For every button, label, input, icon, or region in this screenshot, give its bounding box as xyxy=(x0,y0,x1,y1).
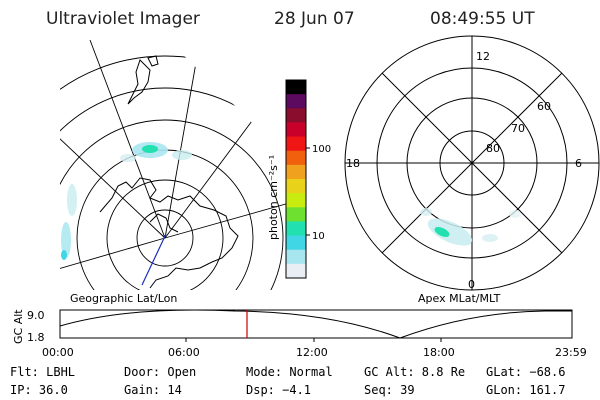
observation-time: 08:49:55 UT xyxy=(430,9,535,29)
antarctica-coastline xyxy=(99,177,239,289)
aurora-oval xyxy=(420,208,521,246)
colorbar-band xyxy=(286,263,306,279)
colorbar-band xyxy=(286,207,306,223)
meridian-line xyxy=(164,40,201,239)
mlat-label-80: 80 xyxy=(486,142,500,155)
colorbar-unit-label: photon cm⁻²s⁻¹ xyxy=(267,155,280,240)
status-ip: IP: 36.0 xyxy=(10,383,68,397)
colorbar: 100 10 photon cm⁻²s⁻¹ xyxy=(267,79,331,279)
lat-circle xyxy=(106,179,224,290)
colorbar-frame xyxy=(285,79,307,279)
colorbar-band xyxy=(286,235,306,251)
status-mode: Mode: Normal xyxy=(246,365,333,379)
colorbar-band xyxy=(286,80,306,95)
status-filter: Flt: LBHL xyxy=(10,365,75,379)
lat-circle xyxy=(136,209,194,267)
geographic-map-caption: Geographic Lat/Lon xyxy=(70,292,177,305)
mlat-label-60: 60 xyxy=(537,100,551,113)
meridian-line xyxy=(60,119,166,239)
status-seq: Seq: 39 xyxy=(364,383,415,397)
mlt-label-12: 12 xyxy=(476,50,490,63)
aurora-emission xyxy=(61,142,192,260)
meridian-line xyxy=(164,199,290,239)
mlt-label-18: 18 xyxy=(346,157,360,170)
status-panel: Flt: LBHL Door: Open Mode: Normal GC Alt… xyxy=(10,365,565,397)
colorbar-band xyxy=(286,150,306,166)
colorbar-band xyxy=(286,179,306,194)
mlt-label-0: 0 xyxy=(468,278,475,291)
lat-circle xyxy=(60,87,290,290)
magnetic-map: 12 18 6 0 60 70 80 Apex MLat/MLT xyxy=(344,35,600,305)
colorbar-band xyxy=(286,108,306,124)
colorbar-band xyxy=(286,136,306,152)
mlt-line-diagonal xyxy=(381,72,563,254)
magnetic-map-caption: Apex MLat/MLT xyxy=(418,292,501,305)
colorbar-tick-label: 100 xyxy=(312,144,331,155)
colorbar-band xyxy=(286,94,306,109)
status-door: Door: Open xyxy=(124,365,196,379)
x-tick-label: 12:00 xyxy=(296,346,328,359)
new-zealand-coastline xyxy=(127,59,151,105)
status-gain: Gain: 14 xyxy=(124,383,182,397)
colorbar-gradient xyxy=(286,80,306,279)
status-glat: GLat: −68.6 xyxy=(486,365,565,379)
altitude-ymax: 9.0 xyxy=(27,309,45,322)
colorbar-band xyxy=(286,249,306,265)
mlat-label-70: 70 xyxy=(511,122,525,135)
status-glon: GLon: 161.7 xyxy=(486,383,565,397)
altitude-plot: GC Alt 9.0 1.8 00:00 06:00 12:00 18:00 2… xyxy=(12,309,587,359)
geographic-map: Geographic Lat/Lon xyxy=(60,40,290,305)
mlt-label-6: 6 xyxy=(575,157,582,170)
observation-date: 28 Jun 07 xyxy=(274,9,355,29)
x-tick-label: 00:00 xyxy=(42,346,74,359)
altitude-curve xyxy=(59,309,572,339)
island-coastline xyxy=(147,55,159,67)
x-tick-label: 23:59 xyxy=(555,346,587,359)
meridian-line xyxy=(164,89,276,239)
altitude-ymin: 1.8 xyxy=(27,331,45,344)
x-tick-label: 18:00 xyxy=(423,346,455,359)
meridian-line xyxy=(89,40,166,239)
lat-circle xyxy=(60,55,290,290)
colorbar-band xyxy=(286,193,306,208)
lat-circle xyxy=(60,119,284,290)
colorbar-band xyxy=(286,122,306,138)
x-tick-label: 06:00 xyxy=(168,346,200,359)
colorbar-band xyxy=(286,221,306,237)
altitude-plot-frame xyxy=(59,309,573,339)
satellite-track xyxy=(141,233,167,286)
altitude-ylabel: GC Alt xyxy=(12,309,25,344)
meridian-line xyxy=(60,237,166,281)
status-dsp: Dsp: −4.1 xyxy=(246,383,311,397)
instrument-title: Ultraviolet Imager xyxy=(46,9,200,29)
colorbar-tick-label: 10 xyxy=(312,231,325,242)
status-gc-alt: GC Alt: 8.8 Re xyxy=(364,365,465,379)
colorbar-band xyxy=(286,164,306,180)
